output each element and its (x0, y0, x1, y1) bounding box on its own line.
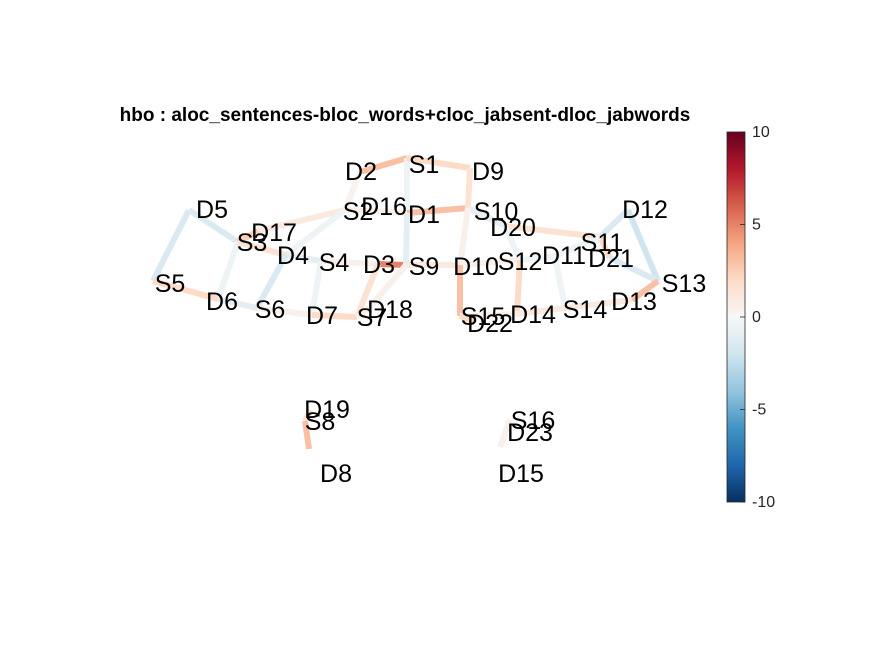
channel-s6-d4 (254, 253, 289, 310)
optode-label-d15: D15 (498, 460, 544, 488)
channel-s10-d20 (466, 205, 507, 229)
optode-label-s6: S6 (255, 296, 286, 324)
channel-s4-d4 (285, 252, 322, 264)
channel-s9-d1 (403, 212, 410, 266)
colorbar-tick-label: 0 (752, 309, 761, 326)
optode-label-d2: D2 (345, 158, 377, 186)
optode-label-d4: D4 (277, 242, 309, 270)
optode-label-s15: S15 (461, 303, 505, 331)
optode-label-s10: S10 (474, 198, 518, 226)
channel-s6-d6 (217, 296, 258, 311)
optode-label-d1: D1 (408, 201, 440, 229)
optode-label-d19: D19 (304, 396, 350, 424)
channel-s12-d10 (459, 257, 521, 268)
optode-label-d6: D6 (206, 288, 238, 316)
optode-label-s2: S2 (343, 198, 374, 226)
optode-label-s8: S8 (305, 408, 336, 436)
optode-label-s14: S14 (563, 296, 608, 324)
optode-label-d22: D22 (467, 310, 513, 338)
optode-label-d8: D8 (320, 460, 352, 488)
optode-label-s11: S11 (581, 229, 624, 257)
channel-s14-d13 (564, 297, 633, 311)
plot-title: hbo : aloc_sentences-bloc_words+cloc_jab… (120, 105, 691, 126)
channel-s14-d14 (516, 305, 566, 317)
optode-label-d13: D13 (611, 288, 657, 316)
channel-s4-d3 (320, 258, 379, 267)
optode-label-d5: D5 (196, 196, 228, 224)
optode-label-d17: D17 (251, 219, 297, 247)
channel-s3-d4 (237, 239, 287, 258)
channel-s14-d11 (552, 255, 568, 309)
channel-s9-d18 (367, 263, 409, 309)
channel-s6-d7 (256, 305, 313, 318)
optode-label-d9: D9 (472, 158, 504, 186)
channel-s4-d7 (309, 260, 324, 316)
optode-label-d3: D3 (363, 251, 395, 279)
channel-s12-d11 (519, 253, 556, 263)
channel-s13-d13 (630, 278, 660, 303)
channel-s7-d18 (355, 304, 372, 320)
channel-lines (150, 155, 661, 450)
optode-label-s16: S16 (511, 407, 555, 435)
optode-label-d7: D7 (306, 302, 338, 330)
colorbar-tick-label: -5 (752, 402, 766, 419)
channel-s1-d2 (359, 155, 408, 175)
optode-label-s13: S13 (662, 270, 706, 298)
optode-label-d18: D18 (367, 296, 413, 324)
channel-s8-d8 (302, 420, 312, 450)
optode-label-d16: D16 (361, 193, 407, 221)
channel-s3-d5 (187, 207, 240, 245)
channel-s3-d6 (215, 241, 241, 300)
optode-label-d10: D10 (453, 253, 499, 281)
channel-s5-d5 (150, 208, 192, 283)
channel-s7-d3 (354, 262, 381, 319)
optode-label-s5: S5 (155, 270, 186, 298)
channel-s11-d11 (553, 234, 602, 259)
optode-label-s7: S7 (357, 304, 388, 332)
optode-label-s1: S1 (409, 151, 440, 179)
channel-s12-d14 (514, 259, 523, 315)
channel-s1-d9 (406, 155, 471, 171)
channel-s2-d1 (344, 207, 408, 216)
channel-s2-d2 (342, 170, 363, 212)
channel-s11-d12 (597, 207, 631, 240)
channel-s10-d9 (465, 167, 473, 209)
channel-s11-d20 (504, 223, 601, 240)
optode-label-d23: D23 (507, 419, 553, 447)
channel-s12-d20 (502, 224, 523, 262)
optode-label-s9: S9 (409, 253, 440, 281)
channel-s7-d7 (311, 312, 358, 320)
optode-label-d20: D20 (490, 214, 536, 242)
optode-label-d21: D21 (588, 245, 634, 273)
colorbar-tick-label: -10 (752, 494, 775, 511)
optode-label-s12: S12 (498, 248, 542, 276)
optode-label-d11: D11 (542, 242, 586, 270)
colorbar-ticks: 10 5 0 -5 -10 (740, 124, 775, 511)
optode-label-s3: S3 (237, 229, 268, 257)
channel-s10-d1 (406, 205, 469, 216)
channel-s11-d21 (597, 235, 613, 260)
colorbar: 10 5 0 -5 -10 (726, 124, 775, 511)
channel-s5-d6 (152, 278, 219, 302)
colorbar-tick-label: 5 (752, 217, 761, 234)
channel-s8-d19 (302, 408, 314, 423)
colorbar-tick-label: 10 (752, 124, 770, 141)
optode-label-d12: D12 (622, 196, 668, 224)
channel-s9-d3 (377, 261, 407, 268)
channel-s10-d10 (457, 207, 471, 266)
channel-s15-d22 (458, 313, 477, 325)
optode-label-s4: S4 (319, 249, 350, 277)
channel-s15-d14 (459, 311, 518, 319)
channel-s2-d4 (284, 207, 347, 258)
channel-s16-d15 (497, 418, 513, 449)
channel-s13-d21 (608, 255, 660, 284)
channel-s2-d17 (257, 207, 346, 234)
channel-s13-d12 (625, 208, 661, 283)
optode-label-d14: D14 (510, 301, 556, 329)
